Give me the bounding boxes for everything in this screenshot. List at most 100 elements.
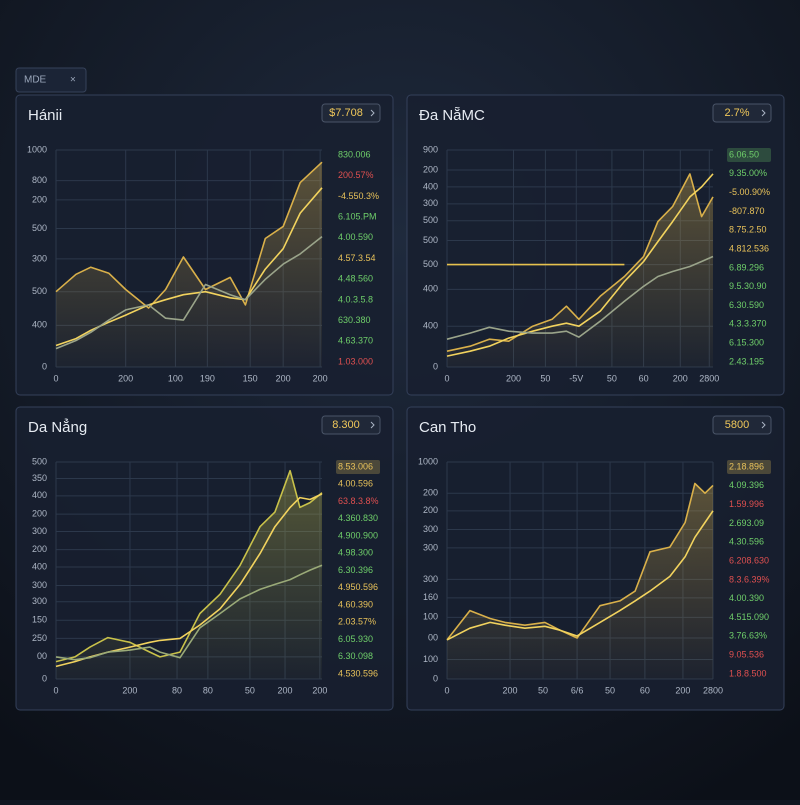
area	[56, 470, 322, 679]
side-label: 4.900.900	[338, 530, 378, 540]
side-label: 9.05.536	[729, 650, 764, 660]
y-tick-label: 160	[423, 592, 438, 602]
x-tick-label: 6/6	[571, 685, 584, 695]
side-label: 4.00.590	[338, 232, 373, 242]
y-tick-label: 200	[32, 508, 47, 518]
chevron	[761, 109, 766, 117]
x-tick-label: 200	[313, 373, 328, 383]
side-label: 8.3.6.39%	[729, 574, 770, 584]
x-tick-label: 0	[53, 373, 58, 383]
y-tick-label: 500	[423, 215, 438, 225]
badge: 5800	[725, 419, 749, 431]
side-label: 2.693.09	[729, 518, 764, 528]
x-tick-label: 50	[540, 373, 550, 383]
side-label: 3.76.63%	[729, 631, 767, 641]
y-tick-label: 500	[32, 456, 47, 466]
side-label: 4.950.596	[338, 582, 378, 592]
x-tick-label: 200	[673, 373, 688, 383]
side-label: 630.380	[338, 315, 371, 325]
line	[55, 469, 323, 663]
y-tick-label: 300	[32, 526, 47, 536]
y-tick-label: 300	[423, 198, 438, 208]
label-highlight	[336, 460, 380, 474]
chevron	[370, 421, 375, 429]
x-tick-label: 50	[245, 685, 255, 695]
x-tick-label: 200	[276, 373, 291, 383]
x-tick-label: 200	[503, 685, 518, 695]
y-tick-label: 200	[423, 164, 438, 174]
side-label: 4.0.3.5.8	[338, 294, 373, 304]
y-tick-label: 1000	[27, 144, 47, 154]
y-tick-label: 500	[32, 286, 47, 296]
y-tick-label: 500	[423, 259, 438, 269]
x-tick-label: 200	[118, 373, 133, 383]
side-label: 4.98.300	[338, 548, 373, 558]
side-label: -4.550.3%	[338, 191, 379, 201]
badge: 2.7%	[724, 107, 749, 119]
panel-title: Da Nẳng	[28, 418, 87, 436]
badge: 8.300	[332, 419, 360, 431]
tab-label[interactable]: MDE	[24, 75, 47, 86]
y-tick-label: 900	[423, 144, 438, 154]
chevron	[761, 421, 766, 429]
x-tick-label: -5V	[569, 373, 583, 383]
y-tick-label: 150	[32, 615, 47, 625]
side-label: 1.8.8.500	[729, 668, 767, 678]
x-tick-label: 150	[243, 373, 258, 383]
badge-frame	[321, 103, 381, 123]
x-tick-label: 60	[639, 373, 649, 383]
panel: Da Nẳng 8.3000002501503003004002003002004…	[15, 406, 394, 711]
y-tick-label: 0	[433, 361, 438, 371]
x-tick-label: 0	[444, 685, 449, 695]
line	[55, 564, 323, 661]
area	[447, 173, 713, 367]
side-label: 2.03.57%	[338, 617, 376, 627]
side-label: 4.00.596	[338, 479, 373, 489]
label-highlight	[727, 460, 771, 474]
side-label: 6.89.296	[729, 262, 764, 272]
panel-title: Can Tho	[419, 419, 476, 436]
x-tick-label: 50	[538, 685, 548, 695]
y-tick-label: 00	[37, 651, 47, 661]
side-label: 2.43.195	[729, 356, 764, 366]
x-tick-label: 200	[675, 685, 690, 695]
side-label: 4.48.560	[338, 274, 373, 284]
side-label: 4.00.390	[729, 593, 764, 603]
y-tick-label: 00	[428, 632, 438, 642]
tab-close[interactable]: ×	[70, 75, 76, 86]
y-tick-label: 0	[42, 673, 47, 683]
tab[interactable]	[15, 67, 87, 93]
side-label: 6.30.396	[338, 565, 373, 575]
line	[55, 235, 323, 350]
y-tick-label: 300	[423, 542, 438, 552]
y-tick-label: 200	[32, 544, 47, 554]
y-tick-label: 300	[423, 574, 438, 584]
y-tick-label: 100	[423, 654, 438, 664]
side-label: 4.360.830	[338, 513, 378, 523]
side-label: 4.530.596	[338, 668, 378, 678]
x-tick-label: 60	[640, 685, 650, 695]
y-tick-label: 300	[32, 596, 47, 606]
side-label: -5.00.90%	[729, 187, 770, 197]
x-tick-label: 50	[607, 373, 617, 383]
side-label: 6.30.098	[338, 651, 373, 661]
line	[446, 482, 714, 641]
x-tick-label: 200	[122, 685, 137, 695]
side-label: 4.60.390	[338, 599, 373, 609]
side-label: 8.53.006	[338, 461, 373, 471]
chevron	[370, 109, 375, 117]
side-label: 200.57%	[338, 170, 374, 180]
side-label: 2.18.896	[729, 461, 764, 471]
side-label: 4.09.396	[729, 480, 764, 490]
side-label: 4.57.3.54	[338, 253, 376, 263]
y-tick-label: 250	[32, 633, 47, 643]
x-tick-label: 0	[444, 373, 449, 383]
y-tick-label: 200	[32, 194, 47, 204]
panel: Đa NẵMC 2.7% 0 400 400 500 500 500 300 400 200 900 0…	[406, 94, 785, 396]
y-tick-label: 400	[423, 181, 438, 191]
x-tick-label: 200	[506, 373, 521, 383]
y-tick-label: 300	[32, 580, 47, 590]
x-tick-label: 200	[312, 685, 327, 695]
